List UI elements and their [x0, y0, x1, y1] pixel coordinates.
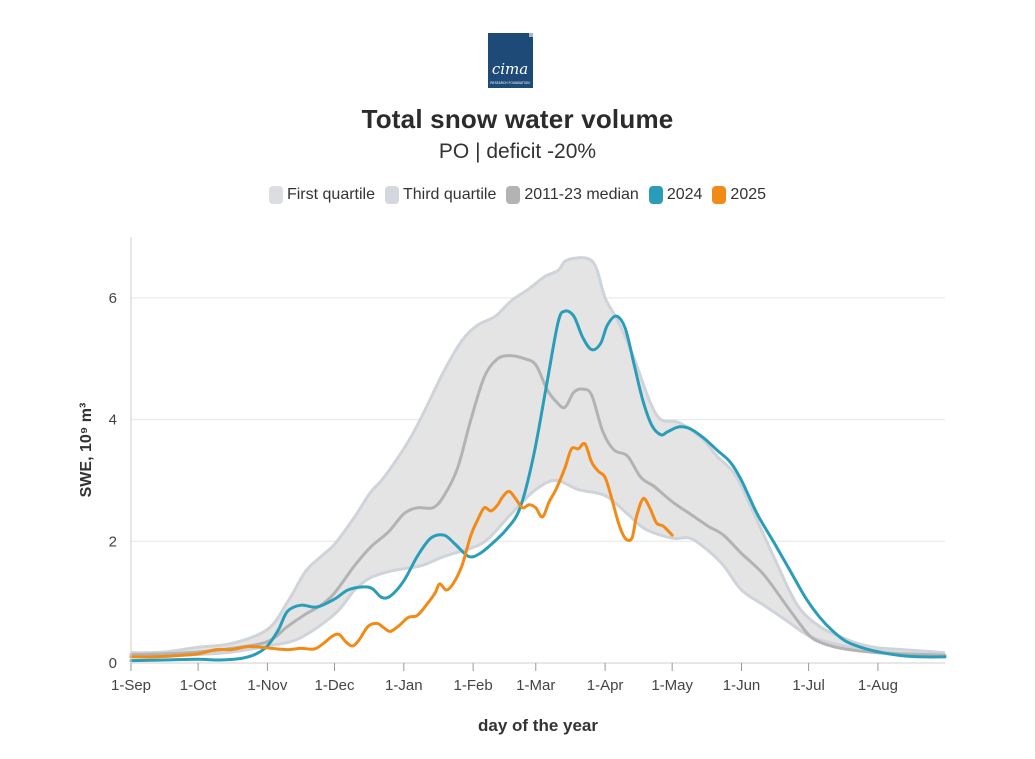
x-tick-label: 1-May	[651, 677, 693, 694]
x-tick-label: 1-Feb	[454, 677, 493, 694]
legend-label: First quartile	[286, 186, 375, 203]
legend-label: 2025	[730, 186, 767, 203]
series-line-2011-23-median	[129, 354, 947, 657]
quartile-band-fill	[131, 257, 945, 656]
third-quartile-line	[130, 256, 946, 655]
x-tick-label: 1-Jun	[723, 677, 761, 694]
x-tick-label: 1-Nov	[247, 677, 288, 694]
logo-text: cima	[492, 60, 528, 78]
y-axis-title: SWE, 10⁹ m³	[78, 403, 95, 498]
x-tick-label: 1-Dec	[314, 677, 355, 694]
legend-item-2024[interactable]: 2024	[648, 186, 703, 204]
legend-swatch	[712, 186, 727, 204]
logo-subtext: RESEARCH FOUNDATION	[490, 81, 530, 85]
y-tick-label: 0	[109, 655, 117, 672]
legend-swatch	[506, 186, 521, 204]
x-tick-label: 1-Sep	[111, 677, 151, 694]
axes: 0 2 4 6 1-Sep 1-Oct 1-Nov 1-Dec 1-Jan 1-Feb 1-Mar 1…	[109, 237, 945, 694]
legend: First quartile Third quartile 2011-23 me…	[0, 186, 1035, 204]
quartile-band	[130, 256, 946, 658]
x-tick-label: 1-Aug	[858, 677, 898, 694]
x-tick-label: 1-Oct	[180, 677, 218, 694]
legend-swatch	[385, 186, 399, 204]
x-axis-title: day of the year	[478, 716, 598, 735]
legend-item-first-quartile[interactable]: First quartile	[268, 186, 375, 204]
chart-title: Total snow water volume	[361, 104, 674, 134]
legend-label: 2024	[666, 186, 703, 203]
series-line-2025	[129, 441, 674, 659]
legend-swatch	[268, 186, 283, 204]
legend-swatch	[648, 186, 663, 204]
first-quartile-line	[130, 478, 946, 658]
legend-item-2025[interactable]: 2025	[712, 186, 766, 204]
legend-item-median[interactable]: 2011-23 median	[506, 186, 639, 204]
series-line-2024	[129, 309, 947, 663]
y-tick-label: 6	[109, 290, 117, 307]
y-tick-label: 2	[109, 533, 117, 550]
x-tick-label: 1-Jul	[792, 677, 825, 694]
chart-subtitle: PO | deficit -20%	[438, 140, 597, 163]
y-tick-label: 4	[109, 412, 117, 429]
logo-box	[488, 33, 533, 88]
cima-logo: cima RESEARCH FOUNDATION	[488, 33, 533, 88]
x-tick-label: 1-Apr	[587, 677, 624, 694]
legend-label: Third quartile	[403, 186, 497, 203]
legend-item-third-quartile[interactable]: Third quartile	[385, 186, 496, 204]
x-tick-label: 1-Mar	[516, 677, 555, 694]
legend-label: 2011-23 median	[524, 186, 639, 203]
series-lines	[129, 309, 947, 663]
x-tick-label: 1-Jan	[385, 677, 423, 694]
